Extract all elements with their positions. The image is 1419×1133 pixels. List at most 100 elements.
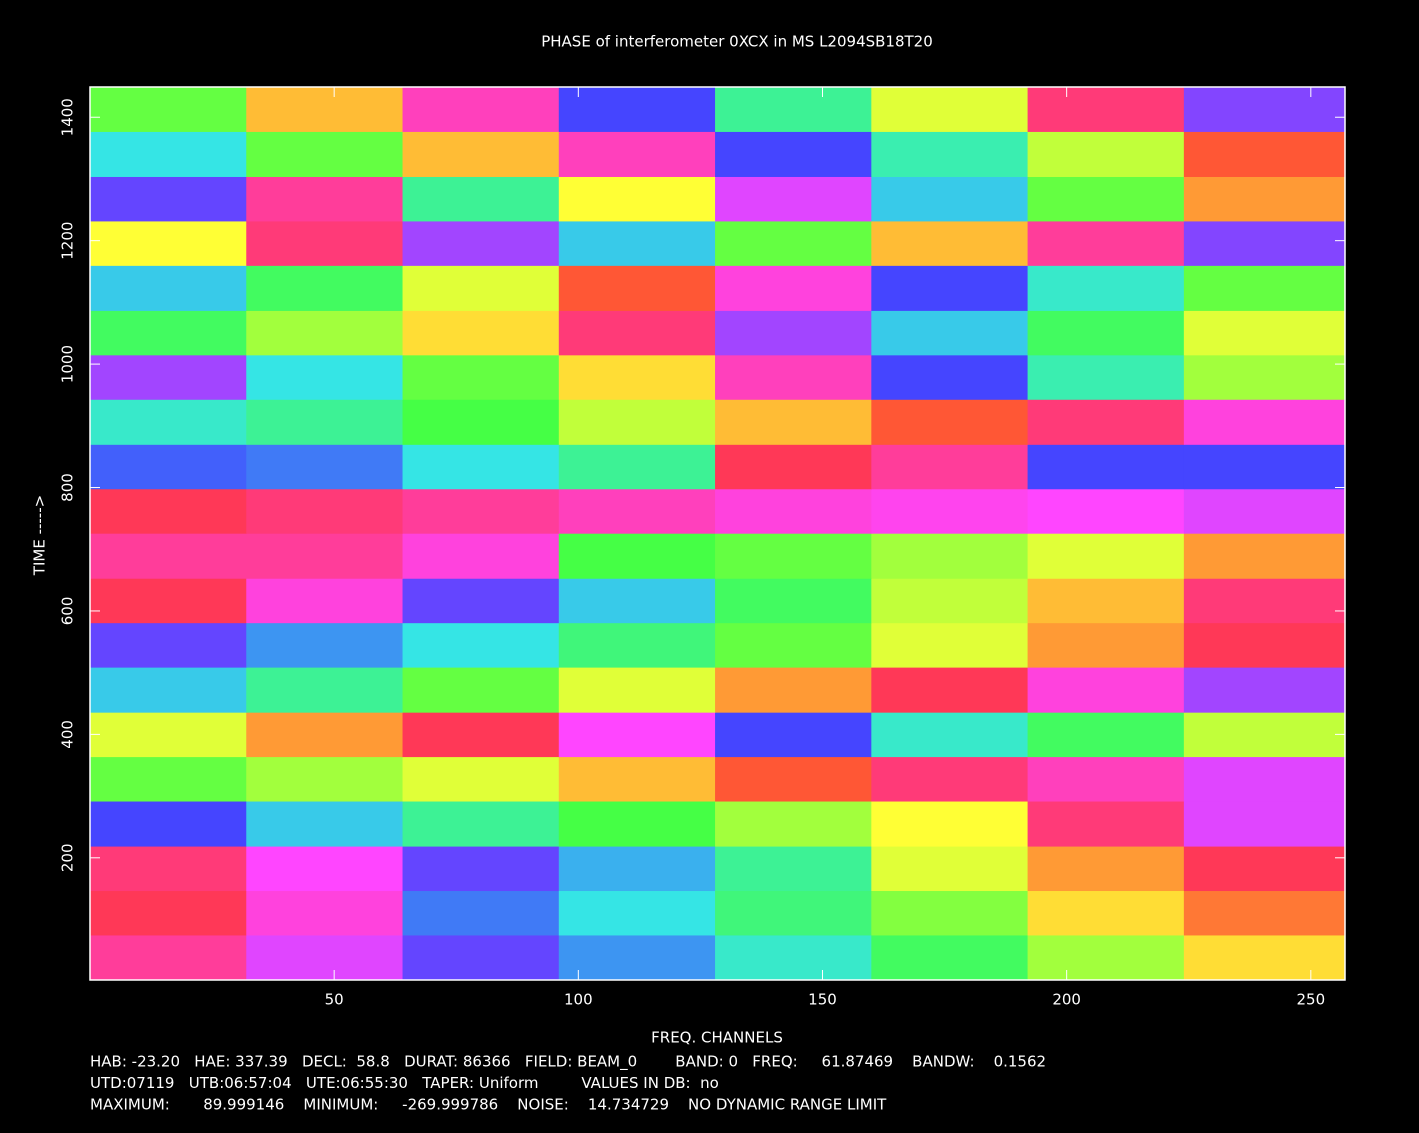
heatmap-cell	[403, 131, 560, 177]
heatmap-cell	[1184, 578, 1346, 623]
heatmap-cell	[559, 176, 716, 221]
heatmap-cell	[1028, 935, 1185, 981]
heatmap-cell	[1028, 623, 1185, 668]
heatmap-cell	[715, 310, 872, 355]
heatmap-cell	[715, 846, 872, 891]
heatmap-cell	[246, 712, 403, 757]
heatmap-cell	[1184, 623, 1346, 668]
heatmap-cell	[1028, 221, 1185, 266]
heatmap-cell	[403, 444, 560, 489]
x-tick-label: 200	[1052, 991, 1081, 1009]
heatmap-cell	[1184, 712, 1346, 757]
x-axis-label: FREQ. CHANNELS	[651, 1029, 783, 1047]
x-tick-label: 100	[564, 991, 593, 1009]
heatmap-cell	[246, 801, 403, 847]
heatmap-cell	[1028, 87, 1185, 132]
heatmap-cell	[559, 131, 716, 177]
heatmap-cell	[246, 221, 403, 266]
heatmap-cell	[871, 935, 1028, 981]
x-tick-label: 50	[325, 991, 344, 1009]
heatmap-cell	[403, 891, 560, 936]
heatmap-cell	[715, 176, 872, 221]
heatmap-cell	[559, 265, 716, 311]
heatmap-cell	[559, 578, 716, 623]
heatmap-cell	[871, 623, 1028, 668]
heatmap-cell	[1184, 221, 1346, 266]
heatmap-cell	[403, 757, 560, 802]
heatmap-cell	[1184, 757, 1346, 802]
heatmap-cell	[90, 131, 247, 177]
info-line: HAB: -23.20 HAE: 337.39 DECL: 58.8 DURAT…	[90, 1053, 1046, 1072]
heatmap-cell	[403, 265, 560, 311]
heatmap-cell	[1184, 801, 1346, 847]
heatmap-cell	[1028, 355, 1185, 400]
heatmap-cell	[1028, 712, 1185, 757]
chart: PHASE of interferometer 0XCX in MS L2094…	[0, 0, 1419, 1133]
heatmap-cell	[1028, 757, 1185, 802]
heatmap-cell	[1028, 891, 1185, 936]
info-line: MAXIMUM: 89.999146 MINIMUM: -269.999786 …	[90, 1096, 887, 1114]
heatmap-cell	[715, 265, 872, 311]
heatmap-cell	[246, 265, 403, 311]
heatmap-cell	[403, 712, 560, 757]
y-tick-label: 1200	[59, 222, 77, 260]
heatmap-cell	[90, 891, 247, 936]
heatmap-cell	[90, 310, 247, 355]
heatmap-cell	[871, 355, 1028, 400]
heatmap-cell	[90, 87, 247, 132]
heatmap-cell	[1184, 444, 1346, 489]
heatmap-cell	[559, 444, 716, 489]
page: PHASE of interferometer 0XCX in MS L2094…	[0, 0, 1419, 1133]
info-line: UTD:07119 UTB:06:57:04 UTE:06:55:30 TAPE…	[90, 1074, 719, 1092]
heatmap-cell	[1184, 310, 1346, 355]
heatmap-cell	[559, 399, 716, 445]
heatmap-cell	[403, 801, 560, 847]
heatmap-cell	[715, 623, 872, 668]
heatmap-cell	[715, 399, 872, 445]
heatmap-cell	[246, 399, 403, 445]
heatmap-cell	[559, 801, 716, 847]
heatmap	[90, 87, 1346, 981]
heatmap-cell	[715, 533, 872, 579]
heatmap-cell	[871, 533, 1028, 579]
heatmap-cell	[559, 846, 716, 891]
heatmap-cell	[871, 712, 1028, 757]
heatmap-cell	[1184, 399, 1346, 445]
heatmap-cell	[1184, 846, 1346, 891]
heatmap-cell	[871, 489, 1028, 534]
heatmap-cell	[246, 667, 403, 713]
heatmap-cell	[1184, 489, 1346, 534]
heatmap-cell	[90, 712, 247, 757]
heatmap-cell	[403, 399, 560, 445]
heatmap-cell	[871, 444, 1028, 489]
heatmap-cell	[871, 399, 1028, 445]
y-tick-label: 200	[59, 843, 77, 872]
heatmap-cell	[715, 131, 872, 177]
heatmap-cell	[403, 667, 560, 713]
heatmap-cell	[559, 489, 716, 534]
heatmap-cell	[871, 801, 1028, 847]
heatmap-cell	[715, 444, 872, 489]
heatmap-cell	[1028, 265, 1185, 311]
heatmap-cell	[403, 533, 560, 579]
heatmap-cell	[1184, 667, 1346, 713]
heatmap-cell	[90, 623, 247, 668]
heatmap-cell	[715, 667, 872, 713]
heatmap-cell	[871, 176, 1028, 221]
heatmap-cell	[559, 891, 716, 936]
heatmap-cell	[90, 757, 247, 802]
heatmap-cell	[559, 355, 716, 400]
heatmap-cell	[1028, 444, 1185, 489]
heatmap-cell	[90, 533, 247, 579]
heatmap-cell	[90, 176, 247, 221]
heatmap-cell	[1184, 176, 1346, 221]
heatmap-cell	[90, 355, 247, 400]
heatmap-cell	[871, 667, 1028, 713]
heatmap-cell	[715, 221, 872, 266]
heatmap-cell	[90, 265, 247, 311]
heatmap-cell	[90, 846, 247, 891]
heatmap-cell	[1028, 399, 1185, 445]
heatmap-cell	[246, 533, 403, 579]
heatmap-cell	[1028, 667, 1185, 713]
heatmap-cell	[715, 87, 872, 132]
